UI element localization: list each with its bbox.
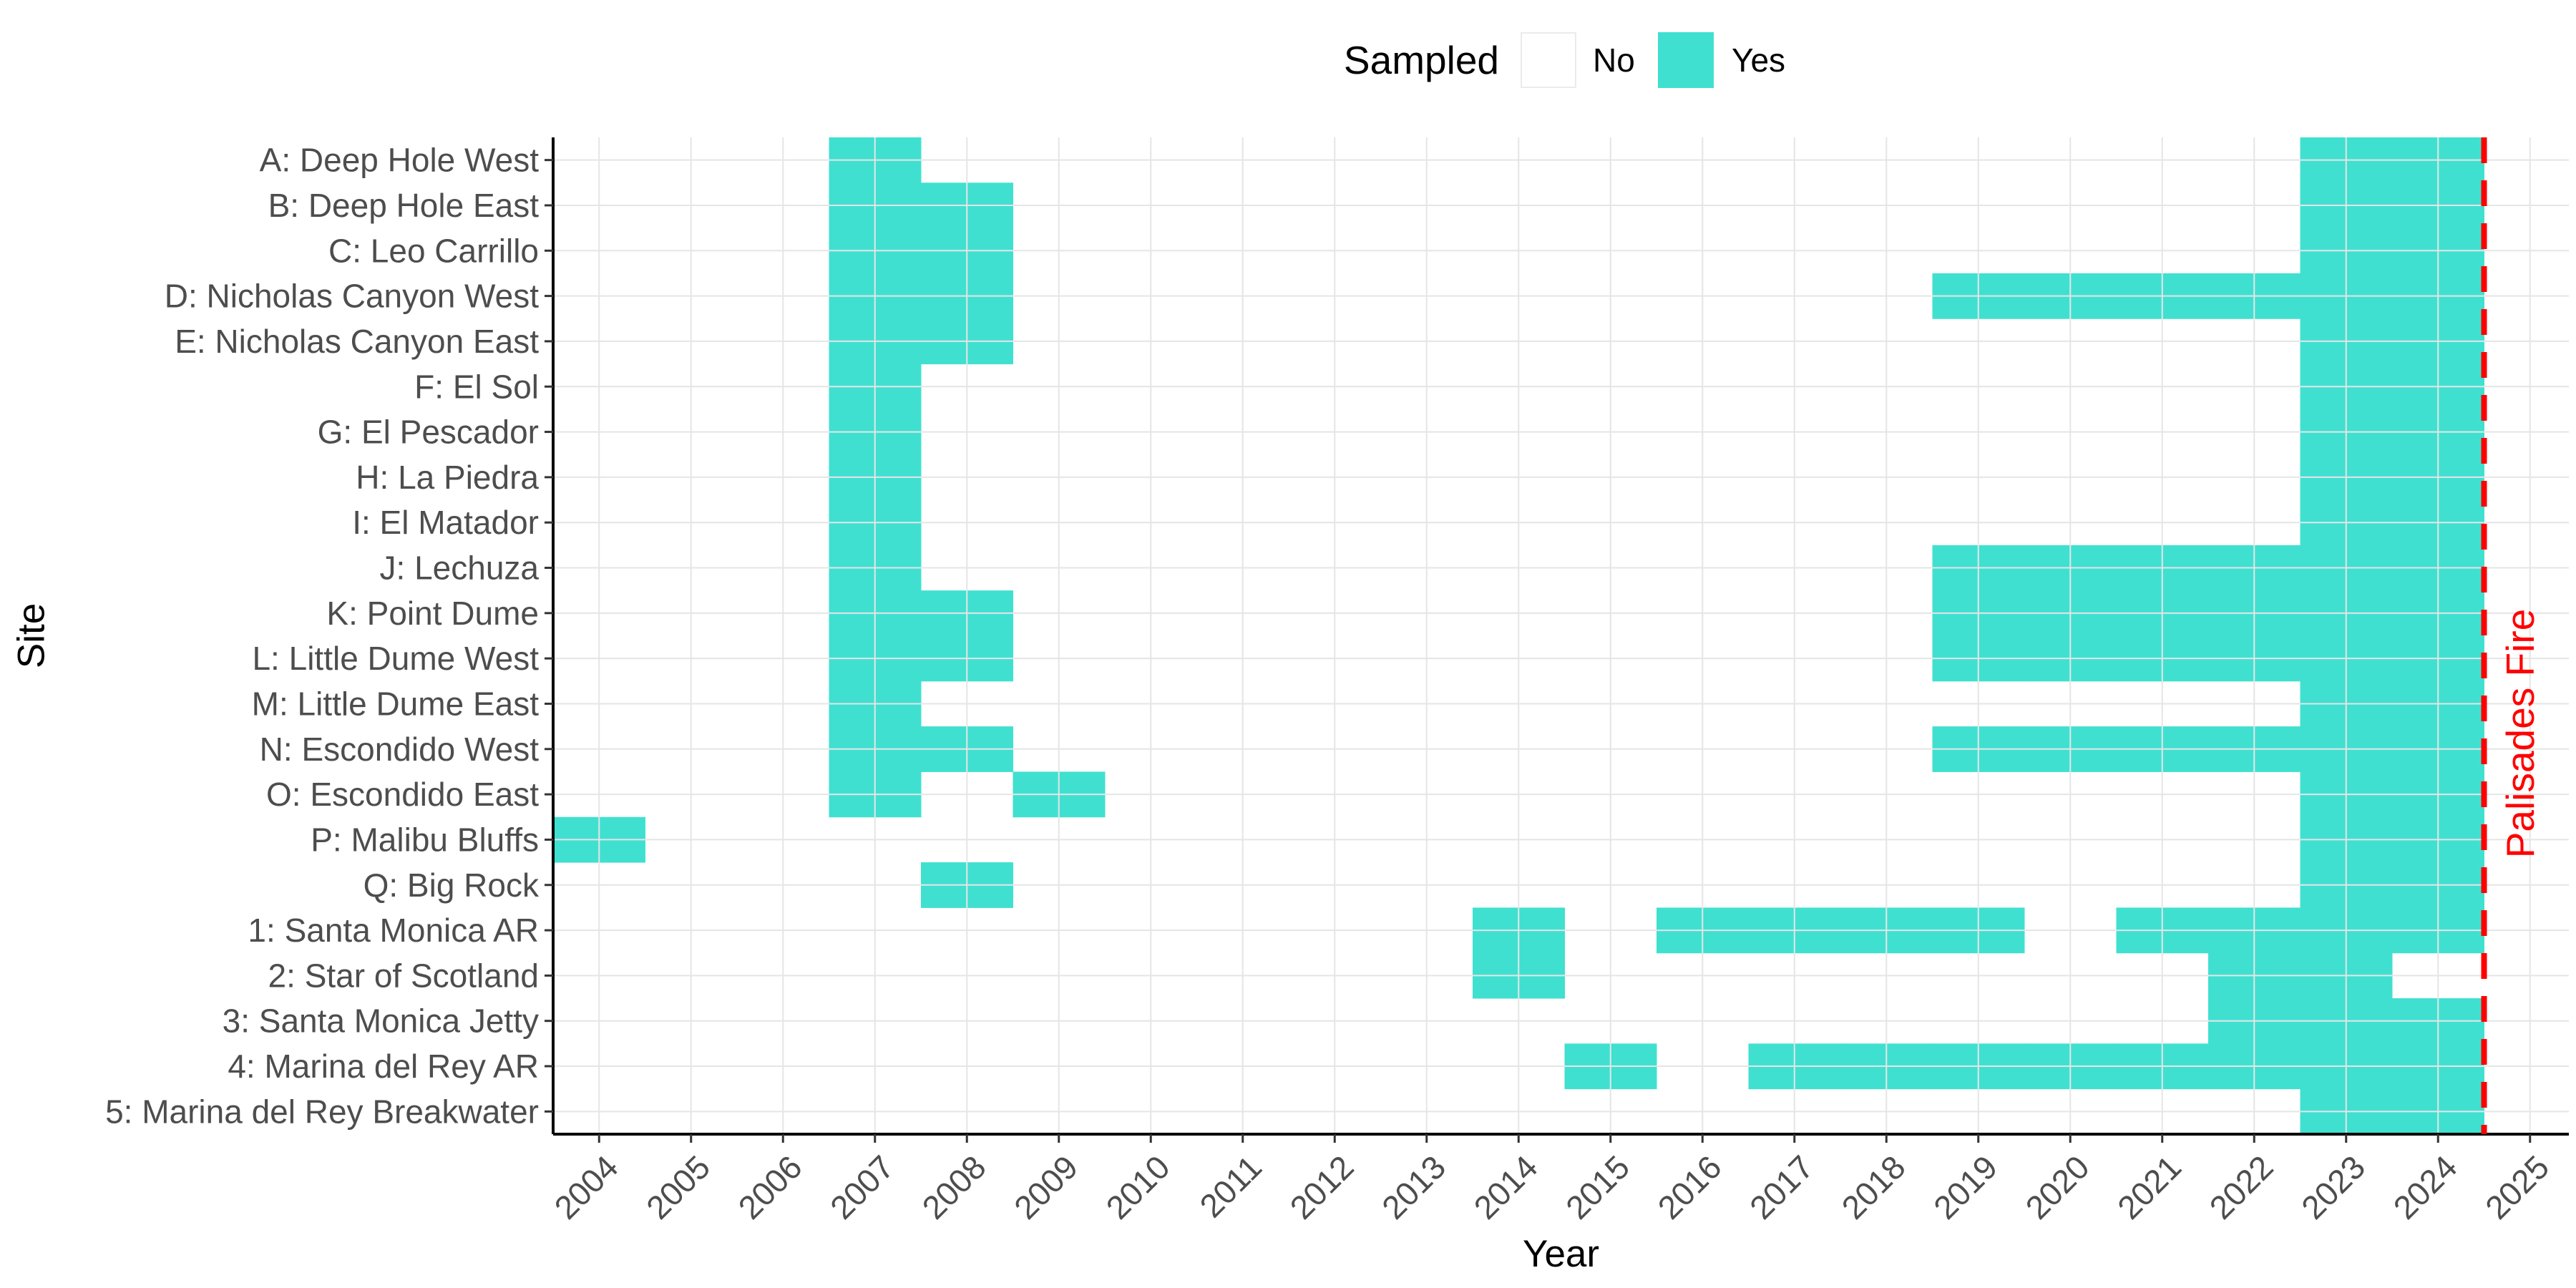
y-tick-labels: A: Deep Hole West B: Deep Hole East C: Leo… xyxy=(105,142,553,1130)
x-tick-label: 2011 xyxy=(1192,1148,1269,1225)
x-tick-label: 2004 xyxy=(547,1148,625,1226)
y-axis-title: Site xyxy=(11,603,53,668)
x-tick-label: 2024 xyxy=(2386,1148,2464,1226)
axes xyxy=(552,137,2569,1136)
x-tick-label: 2023 xyxy=(2294,1148,2372,1226)
y-tick-label: K: Point Dume xyxy=(326,595,539,632)
y-tick-label: J: Lechuza xyxy=(380,550,540,587)
x-tick-label: 2019 xyxy=(1926,1148,2004,1226)
y-tick-label: C: Leo Carrillo xyxy=(328,232,539,269)
x-axis-title: Year xyxy=(1523,1233,1599,1275)
y-tick-label: Q: Big Rock xyxy=(364,867,540,904)
x-tick-label: 2025 xyxy=(2478,1148,2556,1226)
x-tick-label: 2021 xyxy=(2110,1148,2188,1226)
x-tick-label: 2007 xyxy=(823,1148,901,1226)
y-tick-label: 2: Star of Scotland xyxy=(268,957,539,994)
y-tick-label: O: Escondido East xyxy=(266,776,539,813)
legend-title: Sampled xyxy=(1344,38,1499,82)
y-tick-label: A: Deep Hole West xyxy=(260,142,540,179)
y-tick-label: H: La Piedra xyxy=(356,459,539,496)
palisades-fire-label: Palisades Fire xyxy=(2498,609,2542,858)
y-tick-label: 4: Marina del Rey AR xyxy=(228,1048,539,1085)
x-tick-label: 2018 xyxy=(1834,1148,1912,1226)
x-tick-label: 2013 xyxy=(1375,1148,1453,1226)
x-tick-label: 2010 xyxy=(1098,1148,1176,1226)
y-tick-label: N: Escondido West xyxy=(260,731,540,768)
x-tick-label: 2009 xyxy=(1007,1148,1085,1226)
y-tick-label: 5: Marina del Rey Breakwater xyxy=(105,1093,539,1130)
legend-label: Yes xyxy=(1732,42,1785,79)
legend-key xyxy=(1521,32,1576,88)
x-tick-label: 2008 xyxy=(914,1148,992,1226)
x-tick-label: 2006 xyxy=(731,1148,809,1226)
y-tick-label: M: Little Dume East xyxy=(252,685,540,722)
y-tick-label: L: Little Dume West xyxy=(252,640,539,677)
x-tick-label: 2016 xyxy=(1650,1148,1728,1226)
legend-key xyxy=(1658,32,1714,88)
y-tick-label: 1: Santa Monica AR xyxy=(248,912,539,949)
y-tick-label: G: El Pescador xyxy=(318,414,539,451)
y-tick-label: 3: Santa Monica Jetty xyxy=(223,1002,539,1040)
annotation-layer: Palisades Fire xyxy=(2481,137,2542,1134)
grid-lines xyxy=(553,137,2569,1134)
x-tick-label: 2020 xyxy=(2018,1148,2096,1226)
x-tick-label: 2022 xyxy=(2202,1148,2280,1226)
x-tick-label: 2005 xyxy=(639,1148,717,1226)
x-tick-labels: 2004 2005 2006 2007 2008 2009 2010 2011 2012 2013… xyxy=(547,1134,2556,1226)
x-tick-label: 2015 xyxy=(1558,1148,1636,1226)
x-tick-label: 2014 xyxy=(1466,1148,1544,1226)
x-tick-label: 2012 xyxy=(1282,1148,1360,1226)
y-tick-label: F: El Sol xyxy=(414,368,539,405)
legend: Sampled No Yes xyxy=(1344,32,1785,88)
y-tick-label: I: El Matador xyxy=(352,504,539,541)
legend-label: No xyxy=(1593,42,1635,79)
y-tick-label: E: Nicholas Canyon East xyxy=(175,323,539,360)
y-tick-label: D: Nicholas Canyon West xyxy=(165,278,539,315)
y-tick-label: B: Deep Hole East xyxy=(268,187,540,224)
x-tick-label: 2017 xyxy=(1742,1148,1820,1226)
y-tick-label: P: Malibu Bluffs xyxy=(311,821,539,858)
